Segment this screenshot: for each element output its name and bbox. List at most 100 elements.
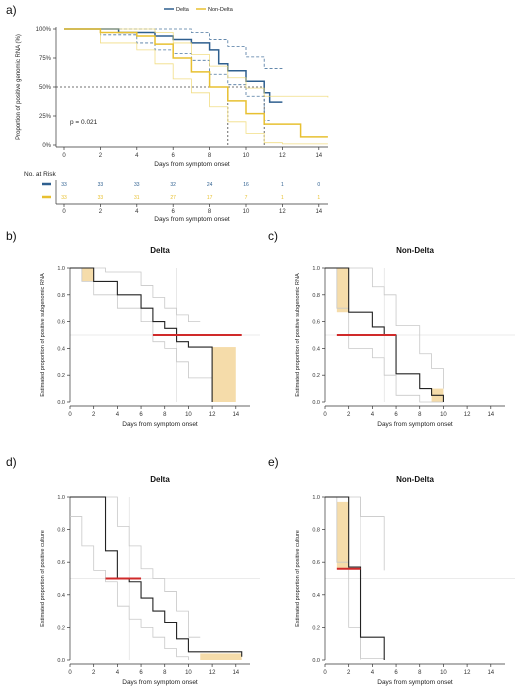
y-tick-label: 0.6 xyxy=(312,560,320,566)
x-tick-label: 14 xyxy=(487,670,494,676)
x-tick-label: 6 xyxy=(394,670,398,676)
panel-c: Non-Delta 0.0 0.2 0.4 0.6 0.8 1.0 0 2 4 6 8 10 12 14 Da… xyxy=(295,246,515,428)
x-tick-label: 14 xyxy=(232,412,239,418)
y-tick-label: 0.0 xyxy=(57,658,65,664)
x-tick-label: 12 xyxy=(209,412,216,418)
y-tick-label: 0.8 xyxy=(312,293,320,299)
survival-step-line xyxy=(325,496,385,660)
risk-x-tick-label: 0 xyxy=(62,209,66,215)
x-tick-label: 10 xyxy=(243,153,250,159)
y-tick-label: 0.2 xyxy=(312,625,320,631)
y-tick-label: 0% xyxy=(42,143,51,149)
x-tick-label: 0 xyxy=(68,670,72,676)
x-tick-label: 2 xyxy=(347,670,351,676)
x-tick-label: 8 xyxy=(208,153,212,159)
panel-label-c: c) xyxy=(268,229,278,243)
x-tick-label: 10 xyxy=(185,412,192,418)
risk-x-axis-label: Days from symptom onset xyxy=(154,216,230,223)
y-tick-label: 0.6 xyxy=(57,320,65,326)
y-tick-label: 1.0 xyxy=(57,495,65,501)
x-tick-label: 8 xyxy=(163,412,167,418)
ci-upper-line xyxy=(70,496,201,638)
legend-label-nondelta: Non-Delta xyxy=(208,7,234,13)
y-tick-label: 100% xyxy=(36,27,52,33)
x-tick-label: 4 xyxy=(371,412,375,418)
panel-label-e: e) xyxy=(268,455,279,469)
risk-cell: 33 xyxy=(134,182,140,188)
y-axis-label: Estimated proportion of positive culture xyxy=(295,530,301,627)
y-tick-label: 50% xyxy=(39,85,52,91)
y-tick-label: 0.6 xyxy=(57,560,65,566)
x-axis-label: Days from symptom onset xyxy=(377,421,453,428)
x-axis-label: Days from symptom onset xyxy=(122,421,198,428)
x-tick-label: 14 xyxy=(487,412,494,418)
panel-title: Delta xyxy=(150,475,170,484)
panel-b: Delta 0.0 0.2 0.4 0.6 0.8 1.0 0 2 4 6 8 10 12 14 Days f… xyxy=(40,246,260,428)
y-tick-label: 25% xyxy=(39,114,52,120)
x-axis-label: Days from symptom onset xyxy=(377,679,453,686)
y-tick-label: 1.0 xyxy=(57,266,65,272)
y-tick-label: 0.6 xyxy=(312,320,320,326)
x-tick-label: 0 xyxy=(68,412,72,418)
ci-band xyxy=(336,268,349,313)
x-tick-label: 0 xyxy=(62,153,66,159)
risk-cell: 17 xyxy=(207,195,213,201)
ci-upper-line xyxy=(325,267,444,389)
series-nondelta-line xyxy=(64,28,328,138)
ci-upper-line xyxy=(325,496,385,571)
y-axis-label: Proportion of positive genomic RNA (%) xyxy=(16,34,22,140)
y-tick-label: 1.0 xyxy=(312,495,320,501)
risk-cell: 1 xyxy=(317,195,320,201)
risk-x-tick-label: 14 xyxy=(315,209,322,215)
series-delta-line xyxy=(64,28,283,103)
risk-x-tick-label: 2 xyxy=(99,209,103,215)
x-tick-label: 4 xyxy=(371,670,375,676)
y-axis-label: Estimated proportion of positive culture xyxy=(40,530,46,627)
x-tick-label: 14 xyxy=(232,670,239,676)
panel-e: Non-Delta 0.0 0.2 0.4 0.6 0.8 1.0 0 2 4 6 8 10 12 14 Da… xyxy=(295,475,515,686)
y-tick-label: 0.4 xyxy=(312,593,320,599)
panel-label-a: a) xyxy=(6,3,17,17)
risk-x-tick-label: 6 xyxy=(172,209,176,215)
risk-cell: 33 xyxy=(61,182,67,188)
legend: Delta Non-Delta xyxy=(164,7,234,13)
legend-label-delta: Delta xyxy=(176,7,190,13)
panel-title: Non-Delta xyxy=(396,475,434,484)
survival-step-line xyxy=(70,496,243,657)
series-delta-ci-lower xyxy=(64,28,270,122)
y-tick-label: 0.4 xyxy=(57,346,65,352)
y-tick-label: 0.4 xyxy=(57,593,65,599)
risk-cell: 33 xyxy=(98,195,104,201)
ci-lower-line xyxy=(325,267,444,403)
x-tick-label: 10 xyxy=(440,412,447,418)
x-tick-label: 2 xyxy=(92,670,96,676)
risk-x-tick-label: 8 xyxy=(208,209,212,215)
x-tick-label: 2 xyxy=(92,412,96,418)
x-tick-label: 8 xyxy=(163,670,167,676)
panel-a: 0% 25% 50% 75% 100% 0 2 4 6 8 10 12 14 Days from symp… xyxy=(16,7,329,168)
ci-band xyxy=(81,268,94,282)
ci-upper-line xyxy=(70,267,201,322)
x-tick-label: 4 xyxy=(135,153,139,159)
risk-cell: 16 xyxy=(243,182,249,188)
y-tick-label: 75% xyxy=(39,56,52,62)
panel-title: Delta xyxy=(150,246,170,255)
panel-d: Delta 0.0 0.2 0.4 0.6 0.8 1.0 0 2 4 6 8 10 12 14 Days f… xyxy=(40,475,260,686)
series-nondelta-ci-upper xyxy=(64,28,329,98)
risk-x-tick-label: 12 xyxy=(279,209,286,215)
x-tick-label: 2 xyxy=(99,153,103,159)
risk-cell: 31 xyxy=(134,195,140,201)
ci-band xyxy=(336,501,349,569)
risk-cell: 0 xyxy=(317,182,320,188)
risk-x-tick-label: 4 xyxy=(135,209,139,215)
y-tick-label: 0.0 xyxy=(57,400,65,406)
y-tick-label: 0.0 xyxy=(312,400,320,406)
risk-cell: 32 xyxy=(170,182,176,188)
ci-lower-line xyxy=(70,516,189,660)
x-tick-label: 6 xyxy=(172,153,176,159)
x-tick-label: 2 xyxy=(347,412,351,418)
y-tick-label: 1.0 xyxy=(312,266,320,272)
survival-step-line xyxy=(70,267,213,402)
